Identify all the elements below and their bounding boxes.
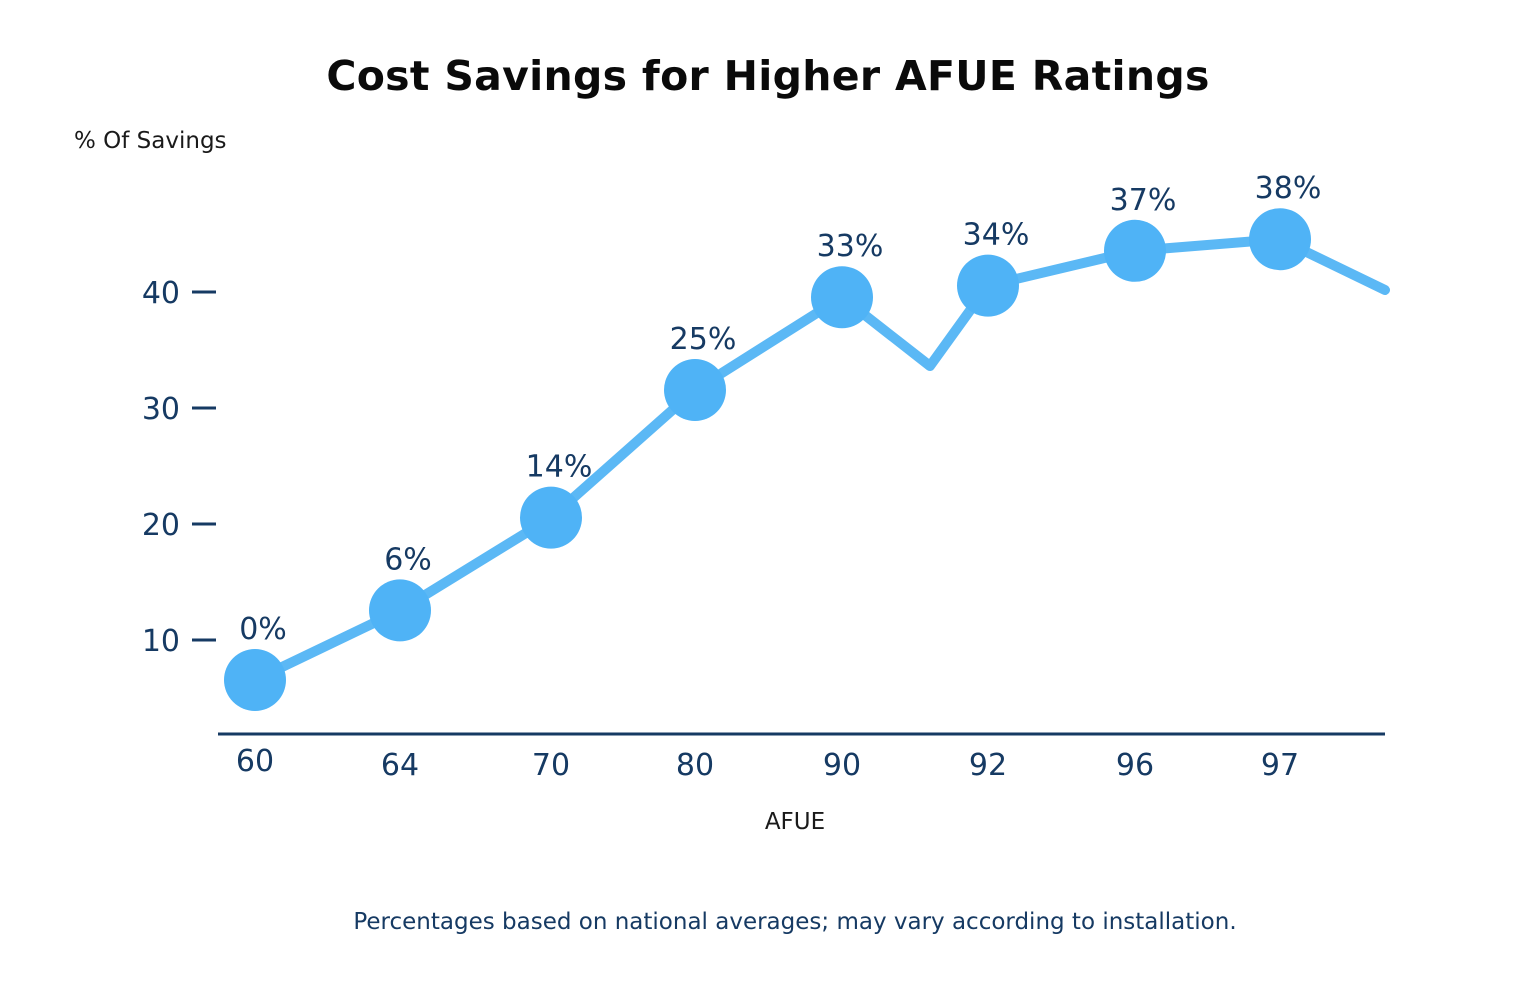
chart-title: Cost Savings for Higher AFUE Ratings: [326, 52, 1210, 100]
x-tick-label: 92: [969, 748, 1007, 783]
x-tick-label: 80: [676, 748, 714, 783]
x-tick-label: 90: [823, 748, 861, 783]
data-label: 37%: [1110, 183, 1177, 218]
data-label: 25%: [670, 322, 737, 357]
y-tick-label: 30: [142, 392, 180, 427]
data-label: 38%: [1255, 171, 1322, 206]
x-tick-label: 97: [1261, 748, 1299, 783]
x-axis-label: AFUE: [765, 809, 825, 835]
x-tick-label: 96: [1116, 748, 1154, 783]
data-label: 33%: [817, 229, 884, 264]
y-tick-label: 40: [142, 276, 180, 311]
y-axis-label: % Of Savings: [74, 128, 227, 154]
y-tick-label: 10: [142, 624, 180, 659]
data-label: 6%: [384, 542, 432, 577]
footnote: Percentages based on national averages; …: [353, 909, 1237, 935]
data-label: 34%: [963, 218, 1030, 253]
series-line: [250, 234, 1390, 685]
x-tick-label: 64: [381, 748, 419, 783]
data-point: [664, 359, 726, 421]
data-point: [811, 266, 873, 329]
data-point: [369, 579, 431, 642]
data-point: [1104, 219, 1166, 282]
data-label: 14%: [526, 450, 593, 485]
data-point: [224, 649, 286, 711]
x-tick-label: 60: [236, 744, 274, 779]
data-point: [520, 486, 582, 549]
data-point: [1249, 208, 1311, 271]
data-label: 0%: [239, 612, 287, 647]
y-tick-label: 20: [142, 508, 180, 543]
x-tick-label: 70: [532, 748, 570, 783]
data-point: [957, 254, 1019, 317]
